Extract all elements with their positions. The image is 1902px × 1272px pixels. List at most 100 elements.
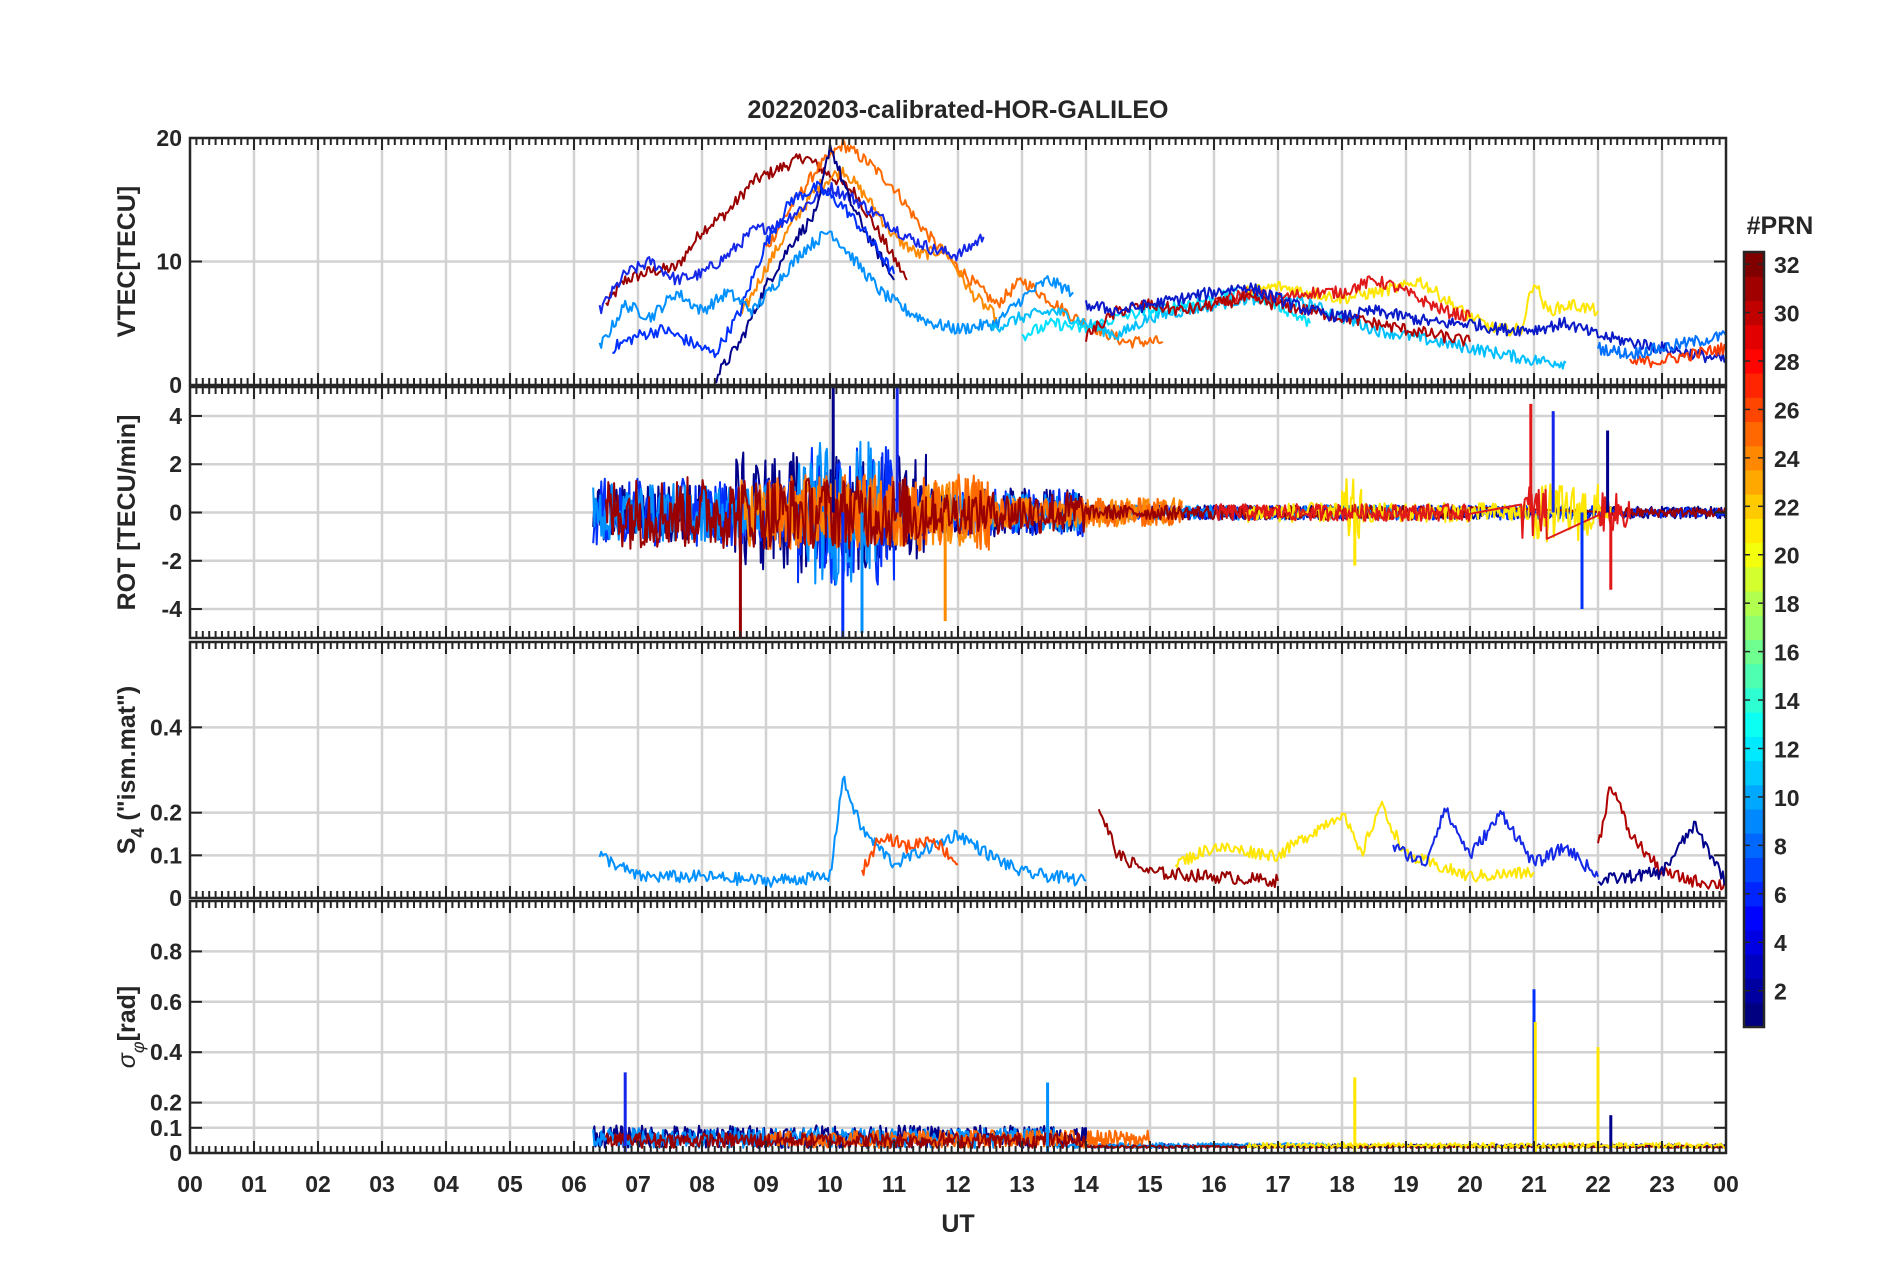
colorbar-band: [1744, 736, 1764, 762]
colorbar-band: [1744, 252, 1764, 277]
series-group: [598, 775, 1726, 891]
series-prn-24: [740, 166, 998, 323]
colorbar-band: [1744, 905, 1764, 931]
colorbar-band: [1744, 494, 1764, 519]
x-tick-label: 09: [753, 1171, 779, 1197]
y-tick-label: 2: [169, 451, 182, 477]
x-axis: 00 01 02 03 04 05 06 07 08 09 10 11 12 13 14 15 16 17 18 19…: [177, 1171, 1739, 1197]
y-tick-label: 0.2: [150, 1090, 182, 1116]
colorbar-band: [1744, 978, 1764, 1004]
colorbar-band: [1744, 639, 1764, 665]
x-tick-label: 06: [561, 1171, 587, 1197]
y-tick-label: 0: [169, 885, 182, 911]
colorbar-band: [1744, 518, 1764, 544]
colorbar-band: [1744, 566, 1764, 592]
x-tick-label: 12: [945, 1171, 971, 1197]
colorbar-band: [1744, 1002, 1764, 1028]
series-group: [598, 138, 1726, 384]
colorbar-band: [1744, 809, 1764, 834]
colorbar-band: [1744, 784, 1764, 810]
x-tick-label: 15: [1137, 1171, 1163, 1197]
x-tick-label: 00: [177, 1171, 203, 1197]
colorbar-tick-label: 10: [1774, 785, 1800, 811]
series-prn-9: [598, 775, 1087, 889]
colorbar-band: [1744, 421, 1764, 447]
colorbar-tick-label: 20: [1774, 543, 1800, 569]
colorbar-tick-label: 8: [1774, 833, 1787, 859]
x-tick-label: 17: [1265, 1171, 1291, 1197]
colorbar-band: [1744, 373, 1764, 398]
colorbar-band: [1744, 833, 1764, 858]
y-tick-label: 0.8: [150, 938, 182, 964]
colorbar-band: [1744, 591, 1764, 616]
x-tick-label: 08: [689, 1171, 715, 1197]
colorbar-band: [1744, 469, 1764, 495]
series-prn-6: [612, 180, 895, 359]
x-tick-label: 16: [1201, 1171, 1227, 1197]
series-prn-2: [714, 143, 895, 384]
series-prn-27: [1629, 342, 1726, 369]
panel-sigma_phi: 00.10.2 0.4 0.6 0.8σφ[rad]: [113, 899, 1728, 1166]
colorbar-tick-label: 4: [1774, 930, 1787, 956]
colorbar-title: #PRN: [1747, 212, 1814, 240]
colorbar-band: [1744, 615, 1764, 640]
panel-rot: -4 -2 0 2 4 ROT [TECU/min]: [113, 385, 1728, 640]
y-tick-label: -2: [162, 548, 182, 574]
y-tick-label: -4: [162, 596, 183, 622]
y-tick-label: 0.6: [150, 989, 182, 1015]
series-prn-3: [598, 182, 985, 315]
colorbar-band: [1744, 687, 1764, 713]
x-tick-label: 22: [1585, 1171, 1611, 1197]
colorbar-tick-label: 32: [1774, 252, 1800, 278]
colorbar-band: [1744, 954, 1764, 980]
colorbar-tick-label: 16: [1774, 640, 1800, 666]
colorbar-tick-label: 18: [1774, 591, 1800, 617]
y-tick-label: 0: [169, 500, 182, 526]
y-axis-label-s4: S4 ("ism.mat"): [113, 686, 148, 855]
x-tick-label: 19: [1393, 1171, 1419, 1197]
y-tick-label: 20: [156, 125, 182, 151]
colorbar-band: [1744, 397, 1764, 423]
x-tick-label: 01: [241, 1171, 267, 1197]
colorbar-band: [1744, 712, 1764, 737]
colorbar-band: [1744, 760, 1764, 786]
colorbar-band: [1744, 348, 1764, 374]
y-axis-label-sigma_phi: σφ[rad]: [113, 986, 148, 1068]
y-tick-label: 0.2: [150, 800, 182, 826]
series-prn-20: [1174, 800, 1535, 883]
colorbar-band: [1744, 300, 1764, 326]
x-tick-label: 14: [1073, 1171, 1099, 1197]
colorbar-tick-label: 22: [1774, 494, 1800, 520]
y-tick-label: 0.1: [150, 1115, 182, 1141]
colorbar-tick-label: 6: [1774, 882, 1787, 908]
colorbar-frame: [1742, 250, 1766, 1029]
colorbar-band: [1744, 930, 1764, 955]
x-tick-label: 10: [817, 1171, 843, 1197]
series-prn-3: [1392, 807, 1599, 878]
y-axis-label-rot: ROT [TECU/min]: [113, 415, 141, 611]
y-tick-label: 0.4: [150, 1039, 182, 1065]
colorbar-band: [1744, 857, 1764, 883]
chart-title: 20220203-calibrated-HOR-GALILEO: [748, 96, 1169, 124]
colorbar-band: [1744, 881, 1764, 907]
x-tick-label: 07: [625, 1171, 651, 1197]
x-tick-label: 04: [433, 1171, 459, 1197]
series-prn-30: [1097, 808, 1279, 889]
colorbar-tick-label: 28: [1774, 349, 1800, 375]
colorbar-tick-label: 12: [1774, 736, 1800, 762]
x-tick-label: 00: [1713, 1171, 1739, 1197]
series-prn-4: [1085, 282, 1726, 364]
colorbar-tick-label: 26: [1774, 397, 1800, 423]
colorbar-band: [1744, 663, 1764, 689]
colorbar-band: [1744, 542, 1764, 568]
y-axis-label-vtec: VTEC[TECU]: [113, 186, 141, 337]
colorbar-band: [1744, 276, 1764, 301]
y-tick-label: 4: [169, 403, 182, 429]
series-prn-28: [1213, 486, 1631, 540]
y-tick-label: 0: [169, 372, 182, 398]
panel-s4: 0 0.1 0.2 0.4S4 ("ism.mat"): [113, 640, 1728, 911]
colorbar-tick-label: 24: [1774, 446, 1800, 472]
